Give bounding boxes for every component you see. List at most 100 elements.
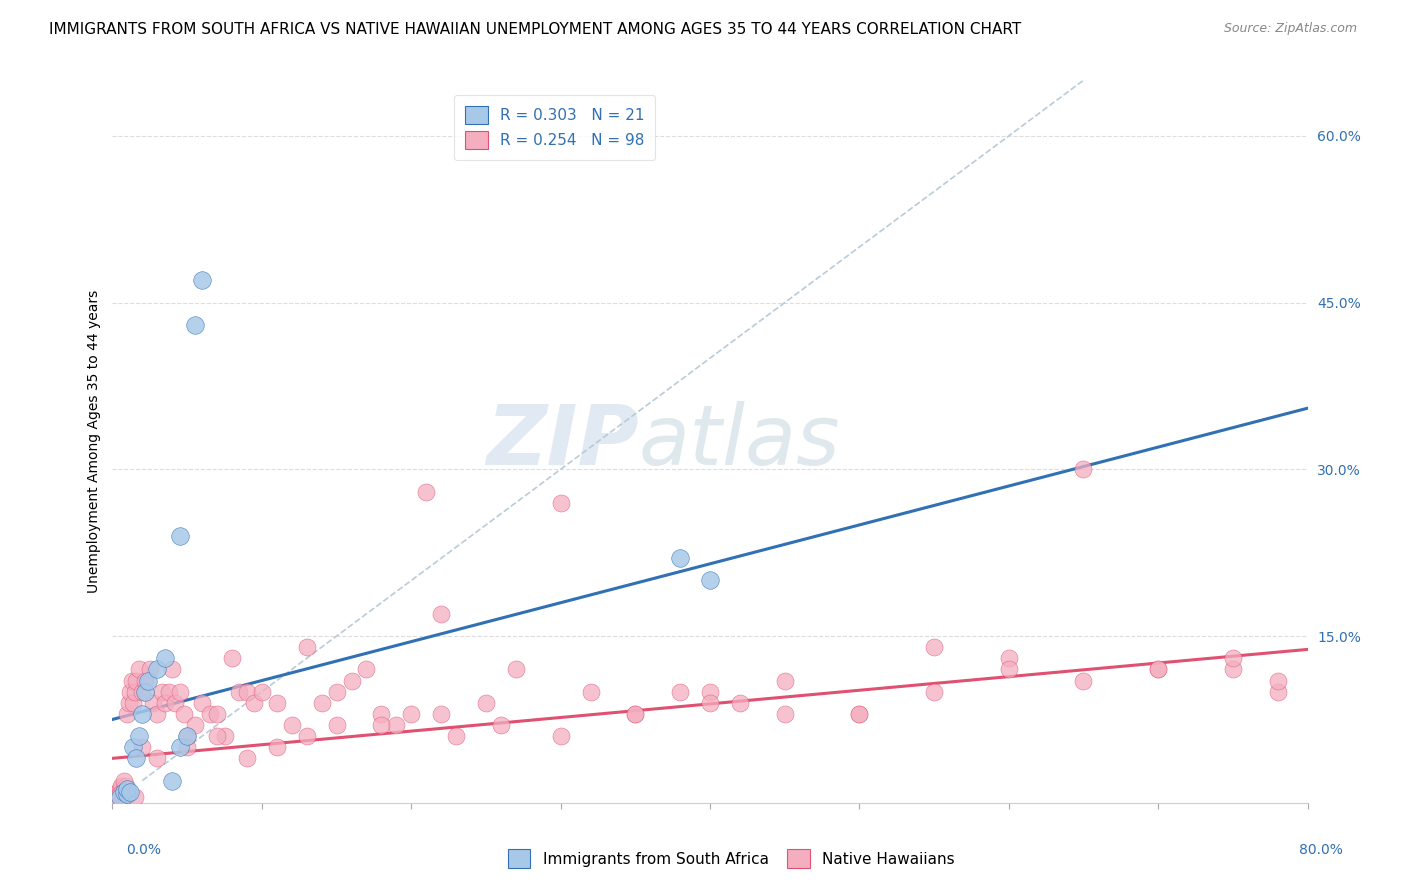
- Point: [146, 706, 169, 721]
- Point: [165, 696, 187, 710]
- Point: [118, 696, 141, 710]
- Point: [295, 640, 318, 655]
- Point: [111, 785, 134, 799]
- Point: [162, 662, 183, 676]
- Point: [110, 787, 132, 801]
- Point: [191, 273, 214, 287]
- Point: [505, 662, 527, 676]
- Point: [169, 529, 191, 543]
- Point: [131, 684, 153, 698]
- Point: [669, 684, 692, 698]
- Point: [128, 662, 150, 676]
- Point: [146, 662, 169, 676]
- Point: [340, 673, 363, 688]
- Point: [191, 696, 214, 710]
- Point: [236, 751, 259, 765]
- Point: [848, 706, 870, 721]
- Point: [266, 740, 288, 755]
- Point: [183, 318, 205, 332]
- Point: [205, 729, 228, 743]
- Point: [1222, 651, 1244, 665]
- Point: [122, 740, 145, 755]
- Point: [550, 496, 572, 510]
- Point: [110, 779, 132, 793]
- Point: [125, 751, 148, 765]
- Point: [105, 787, 128, 801]
- Point: [475, 696, 498, 710]
- Point: [114, 782, 135, 797]
- Point: [134, 673, 156, 688]
- Point: [169, 684, 191, 698]
- Point: [169, 740, 191, 755]
- Point: [998, 651, 1021, 665]
- Point: [134, 684, 156, 698]
- Point: [325, 718, 347, 732]
- Point: [117, 706, 139, 721]
- Point: [176, 729, 198, 743]
- Point: [139, 662, 162, 676]
- Point: [124, 790, 146, 805]
- Point: [699, 684, 721, 698]
- Point: [415, 484, 437, 499]
- Point: [699, 696, 721, 710]
- Point: [325, 684, 347, 698]
- Text: ZIP: ZIP: [485, 401, 638, 482]
- Point: [176, 740, 198, 755]
- Point: [848, 706, 870, 721]
- Text: Source: ZipAtlas.com: Source: ZipAtlas.com: [1223, 22, 1357, 36]
- Point: [281, 718, 304, 732]
- Point: [922, 684, 945, 698]
- Point: [221, 651, 243, 665]
- Point: [624, 706, 647, 721]
- Text: atlas: atlas: [638, 401, 839, 482]
- Point: [117, 787, 139, 801]
- Point: [157, 684, 180, 698]
- Point: [153, 651, 176, 665]
- Point: [114, 773, 135, 788]
- Point: [198, 706, 221, 721]
- Point: [114, 787, 135, 801]
- Point: [214, 729, 236, 743]
- Point: [311, 696, 333, 710]
- Point: [773, 673, 796, 688]
- Point: [131, 706, 153, 721]
- Legend: R = 0.303   N = 21, R = 0.254   N = 98: R = 0.303 N = 21, R = 0.254 N = 98: [454, 95, 655, 160]
- Point: [176, 729, 198, 743]
- Point: [150, 684, 173, 698]
- Point: [773, 706, 796, 721]
- Text: IMMIGRANTS FROM SOUTH AFRICA VS NATIVE HAWAIIAN UNEMPLOYMENT AMONG AGES 35 TO 44: IMMIGRANTS FROM SOUTH AFRICA VS NATIVE H…: [49, 22, 1022, 37]
- Point: [122, 696, 145, 710]
- Point: [124, 684, 146, 698]
- Point: [105, 790, 128, 805]
- Point: [1147, 662, 1170, 676]
- Point: [1267, 673, 1289, 688]
- Point: [669, 551, 692, 566]
- Point: [998, 662, 1021, 676]
- Point: [108, 782, 131, 797]
- Point: [114, 785, 135, 799]
- Point: [121, 673, 143, 688]
- Point: [228, 684, 250, 698]
- Point: [108, 787, 131, 801]
- Point: [183, 718, 205, 732]
- Point: [1147, 662, 1170, 676]
- Point: [108, 790, 131, 805]
- Point: [104, 790, 127, 805]
- Point: [579, 684, 602, 698]
- Point: [295, 729, 318, 743]
- Point: [115, 779, 138, 793]
- Point: [489, 718, 512, 732]
- Point: [624, 706, 647, 721]
- Point: [1073, 673, 1095, 688]
- Point: [266, 696, 288, 710]
- Point: [131, 740, 153, 755]
- Y-axis label: Unemployment Among Ages 35 to 44 years: Unemployment Among Ages 35 to 44 years: [87, 290, 101, 593]
- Point: [699, 574, 721, 588]
- Point: [142, 696, 165, 710]
- Point: [1222, 662, 1244, 676]
- Point: [430, 706, 453, 721]
- Point: [138, 673, 160, 688]
- Text: 0.0%: 0.0%: [127, 843, 162, 857]
- Point: [120, 785, 142, 799]
- Point: [1073, 462, 1095, 476]
